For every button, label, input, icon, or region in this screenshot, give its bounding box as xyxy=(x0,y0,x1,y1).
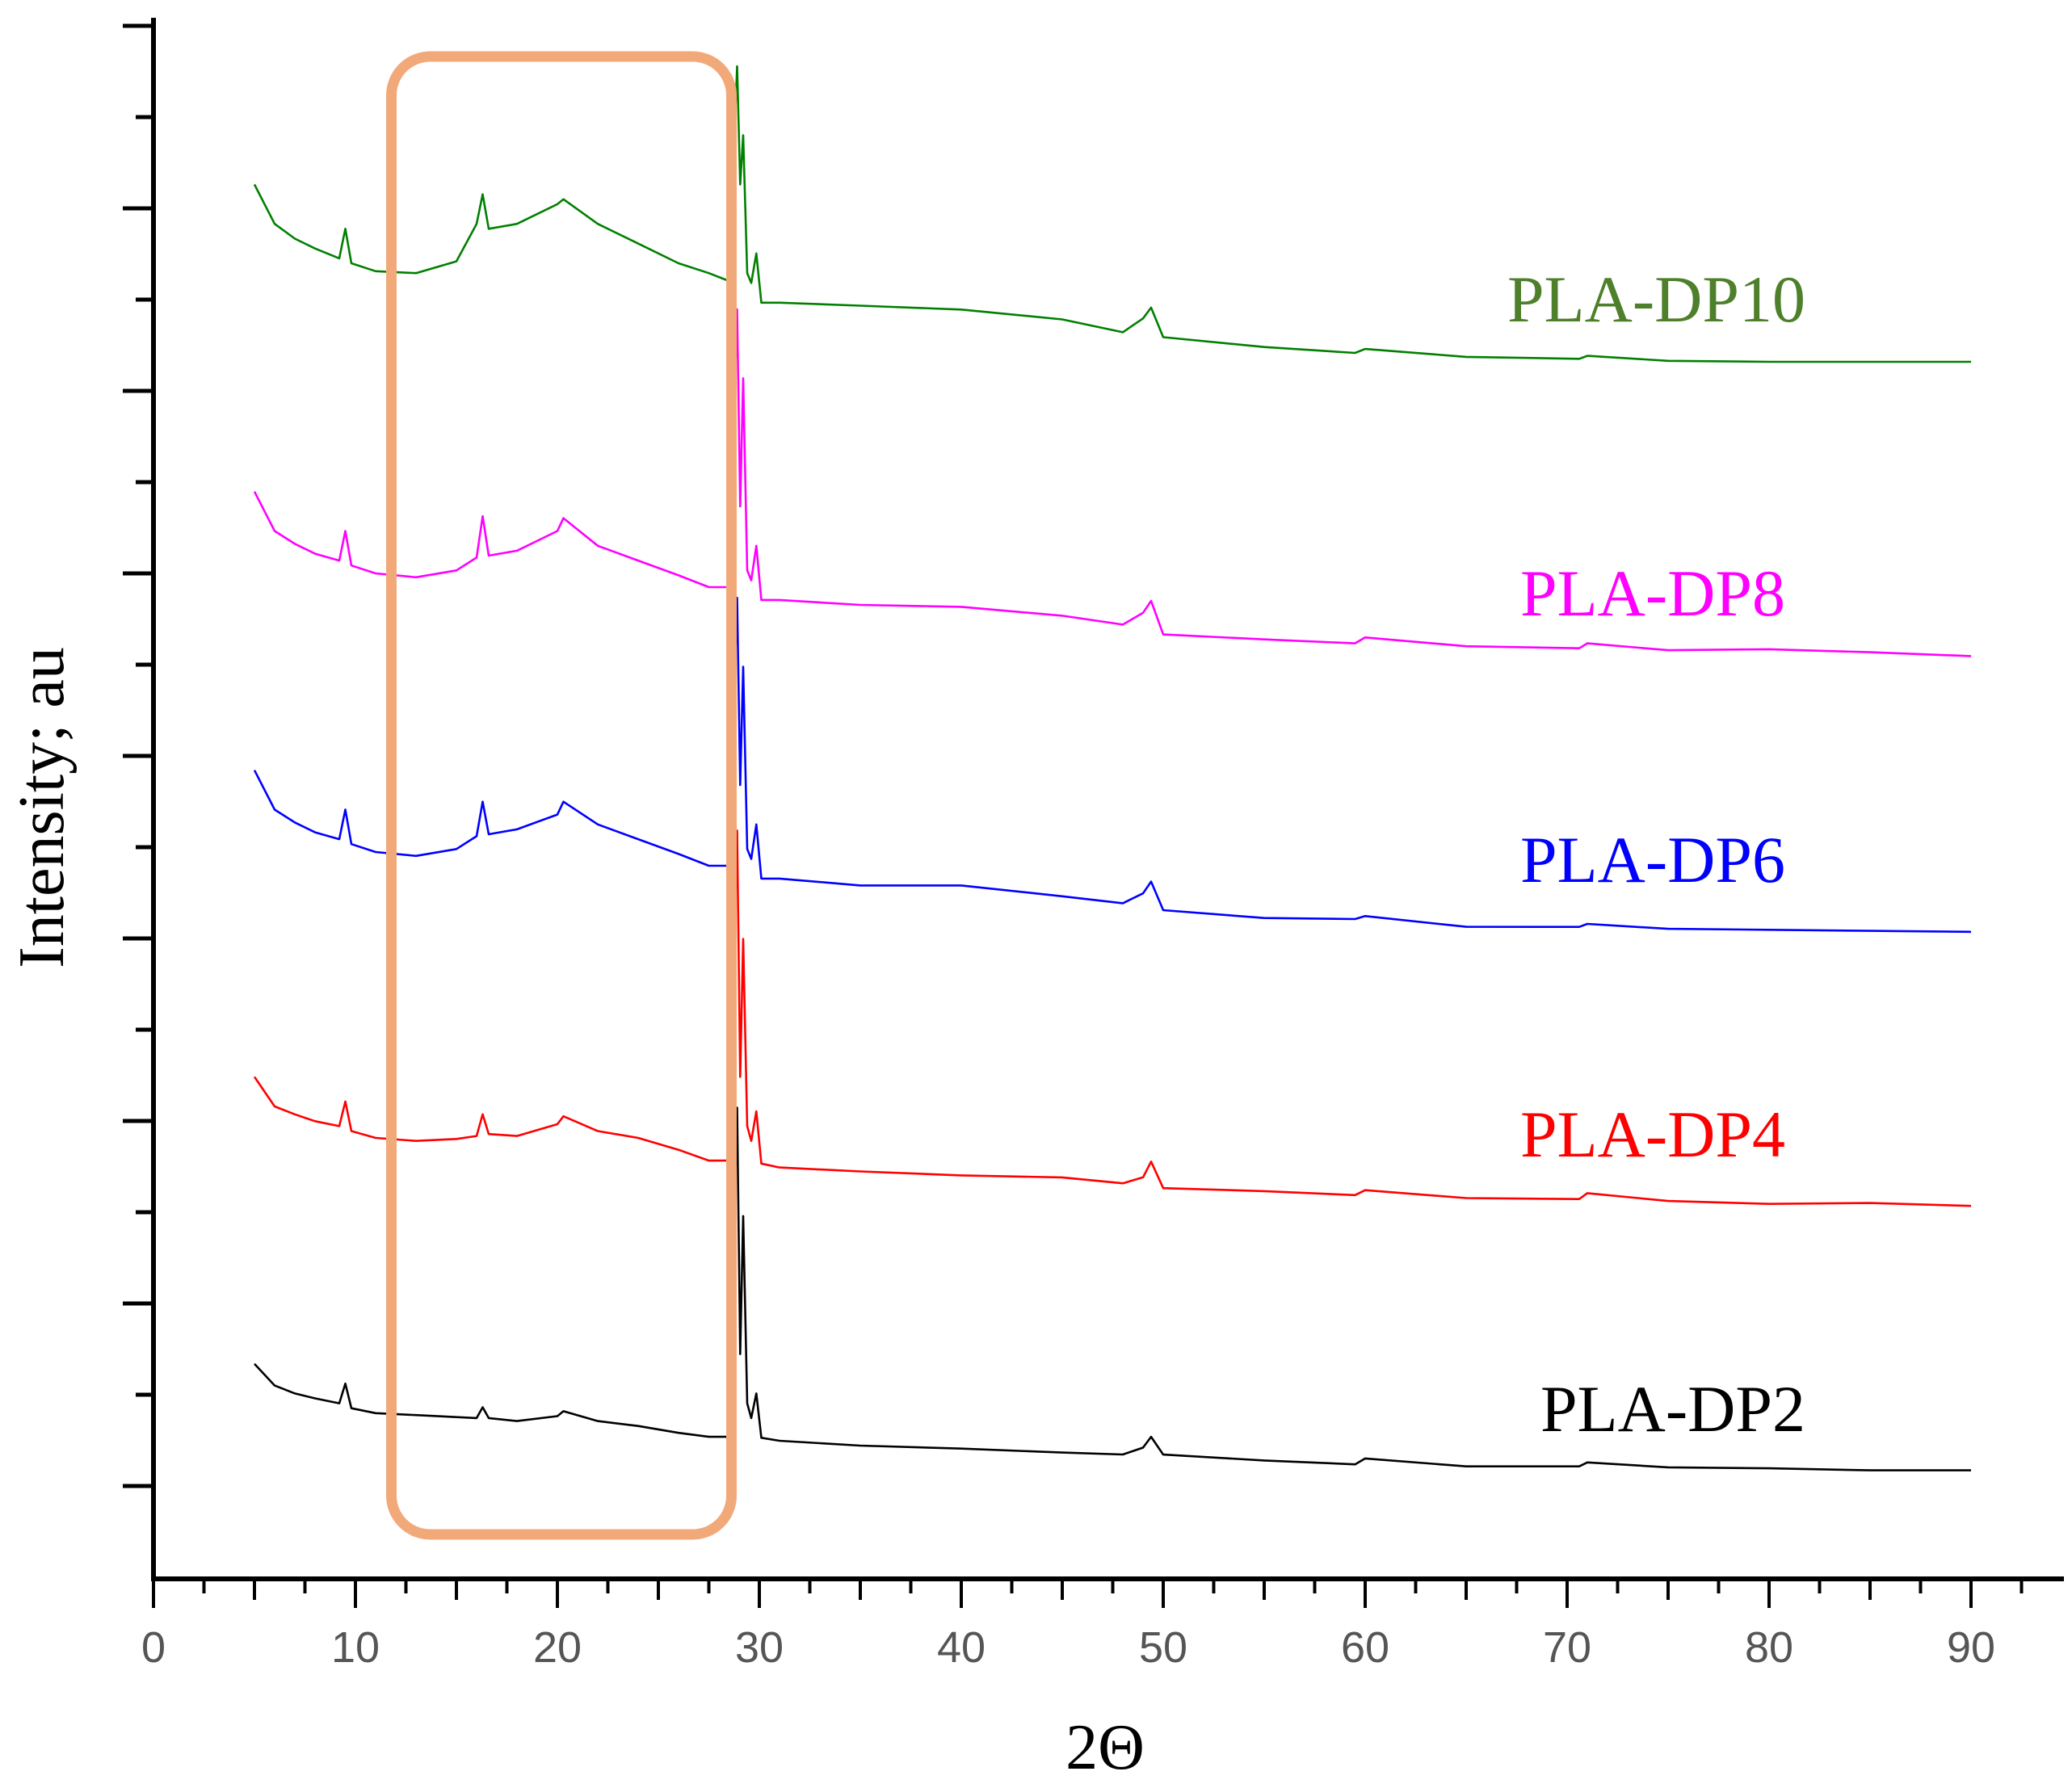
x-tick-label: 50 xyxy=(1139,1623,1187,1672)
y-axis-title: Intensity; au xyxy=(6,647,78,968)
x-tick-label: 10 xyxy=(331,1623,380,1672)
x-tick-label: 20 xyxy=(533,1623,582,1672)
series-label-pla-dp4: PLA-DP4 xyxy=(1520,1098,1785,1171)
series-label-pla-dp10: PLA-DP10 xyxy=(1507,262,1805,336)
x-axis-title: 2Θ xyxy=(1065,1712,1145,1783)
x-tick-label: 30 xyxy=(735,1623,784,1672)
x-tick-label: 90 xyxy=(1947,1623,1995,1672)
y-axis xyxy=(123,18,156,1579)
x-tick-label: 0 xyxy=(141,1623,166,1672)
x-tick-label: 40 xyxy=(937,1623,986,1672)
series-label-pla-dp2: PLA-DP2 xyxy=(1540,1372,1805,1446)
x-tick-label: 60 xyxy=(1341,1623,1389,1672)
x-axis: 0 10 20 30 40 50 60 70 80 90 xyxy=(141,1576,2064,1672)
highlight-box xyxy=(386,51,737,1540)
series-label-pla-dp8: PLA-DP8 xyxy=(1520,556,1785,630)
series-label-pla-dp6: PLA-DP6 xyxy=(1520,823,1785,896)
x-tick-label: 70 xyxy=(1543,1623,1591,1672)
highlight-region xyxy=(386,51,737,1540)
x-tick-label: 80 xyxy=(1745,1623,1793,1672)
series-labels: PLA-DP2 PLA-DP4 PLA-DP6 PLA-DP8 PLA-DP10 xyxy=(1507,262,1805,1446)
